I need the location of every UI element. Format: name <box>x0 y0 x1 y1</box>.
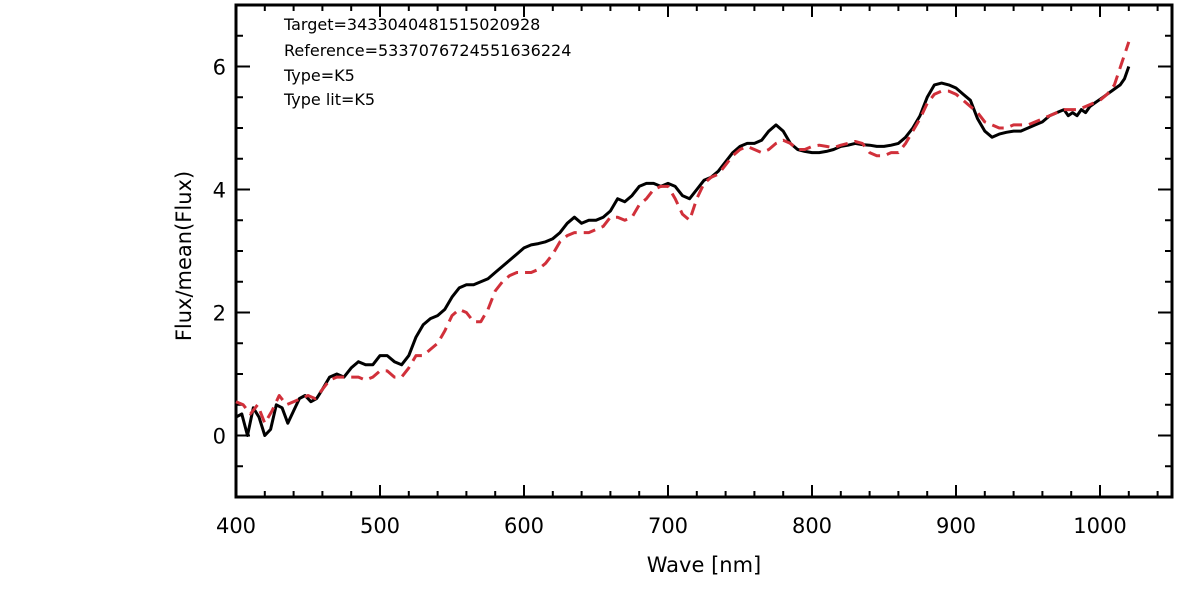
x-tick-label: 1000 <box>1073 514 1126 538</box>
annotation-type: Type=K5 <box>283 66 355 85</box>
annotation-type-lit: Type lit=K5 <box>283 90 375 109</box>
annotation-reference: Reference=5337076724551636224 <box>284 41 571 60</box>
target-spectrum-line <box>235 66 1131 437</box>
x-tick-label: 400 <box>216 514 256 538</box>
y-axis-title: Flux/mean(Flux) <box>172 171 196 341</box>
series-layer <box>235 41 1131 437</box>
annotation-target: Target=3433040481515020928 <box>283 15 540 34</box>
y-tick-label: 6 <box>213 56 226 80</box>
x-tick-label: 900 <box>936 514 976 538</box>
x-tick-label: 700 <box>648 514 688 538</box>
x-axis-title: Wave [nm] <box>647 553 761 577</box>
plot-frame <box>234 3 1174 499</box>
y-tick-label: 4 <box>213 179 226 203</box>
x-tick-label: 500 <box>360 514 400 538</box>
x-tick-label: 800 <box>792 514 832 538</box>
axis-ticks <box>235 4 1172 498</box>
reference-spectrum-line <box>235 41 1131 425</box>
y-tick-label: 2 <box>213 302 226 326</box>
tick-labels: 400 500 600 700 800 900 1000 0 2 4 6 <box>213 56 1127 539</box>
y-tick-label: 0 <box>213 425 226 449</box>
x-tick-label: 600 <box>504 514 544 538</box>
